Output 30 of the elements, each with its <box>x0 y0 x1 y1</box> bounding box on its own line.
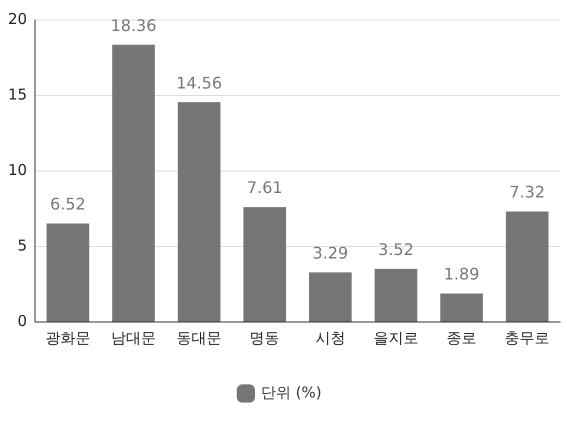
bar <box>506 211 549 322</box>
legend-label: 단위 (%) <box>260 383 322 402</box>
y-tick-label: 20 <box>8 10 28 28</box>
x-tick-label: 을지로 <box>373 328 418 347</box>
y-tick-label: 5 <box>18 236 28 254</box>
bar <box>309 272 352 322</box>
x-tick-label: 충무로 <box>504 328 550 347</box>
x-tick-label: 광화문 <box>45 328 90 347</box>
x-tick-label: 남대문 <box>111 328 156 347</box>
y-tick-label: 10 <box>8 160 28 179</box>
bar <box>440 293 483 322</box>
x-tick-label: 시청 <box>315 328 346 347</box>
x-tick-label: 동대문 <box>176 328 222 347</box>
y-tick-label: 0 <box>18 312 28 330</box>
data-label: 3.52 <box>378 240 414 260</box>
bar <box>178 102 220 322</box>
bar <box>243 207 286 322</box>
y-tick-label: 15 <box>8 85 28 104</box>
x-tick-label: 명동 <box>250 328 280 347</box>
bar <box>374 268 418 322</box>
data-label: 6.52 <box>50 194 86 214</box>
data-label: 3.29 <box>312 243 348 262</box>
bar <box>112 44 155 322</box>
data-label: 18.36 <box>110 16 156 35</box>
data-label: 14.56 <box>176 73 222 92</box>
data-label: 7.61 <box>246 178 283 198</box>
data-label: 1.89 <box>444 264 480 284</box>
data-label: 7.32 <box>509 182 546 202</box>
bar <box>46 224 90 322</box>
x-tick-label: 종로 <box>446 328 477 347</box>
